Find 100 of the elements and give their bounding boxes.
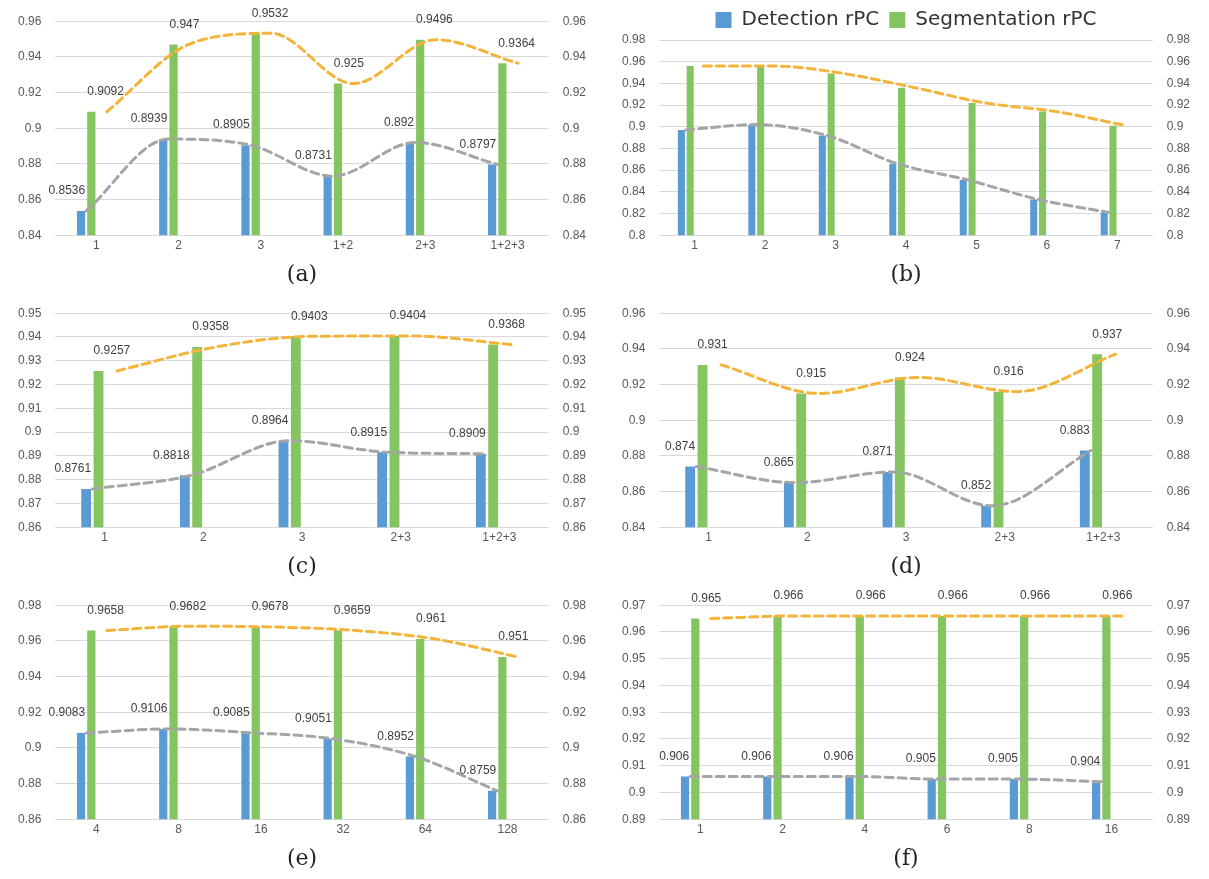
data-label: 0.9364 (498, 35, 536, 50)
y2-tick-label: 0.94 (1166, 341, 1191, 356)
x-tick-label: 16 (254, 821, 268, 836)
y-tick-label: 0.9 (628, 784, 646, 799)
data-label: 0.874 (665, 438, 696, 453)
y2-tick-label: 0.92 (1166, 97, 1191, 112)
data-label: 0.906 (659, 748, 690, 763)
data-label: 0.947 (169, 16, 200, 31)
x-tick-label: 1 (691, 237, 699, 252)
x-axis-title: (f) (893, 844, 919, 870)
data-label: 0.965 (691, 590, 722, 605)
x-tick-label: 8 (1025, 821, 1033, 836)
y-tick-label: 0.94 (18, 49, 42, 64)
legend-label: Segmentation rPC (915, 6, 1097, 31)
data-label: 0.8536 (48, 183, 86, 198)
y-tick-label: 0.89 (622, 811, 646, 826)
y-tick-label: 0.9 (24, 740, 42, 755)
x-tick-label: 6 (1043, 237, 1051, 252)
y-tick-label: 0.92 (622, 97, 646, 112)
y2-tick-label: 0.96 (1166, 54, 1191, 68)
data-label: 0.8759 (459, 763, 497, 778)
y2-tick-label: 0.93 (562, 353, 587, 368)
y2-tick-label: 0.96 (562, 633, 587, 648)
y2-tick-label: 0.88 (562, 156, 587, 171)
y-tick-label: 0.88 (18, 471, 42, 486)
x-tick-label: 2 (779, 821, 787, 836)
y2-tick-label: 0.94 (562, 49, 587, 64)
y-tick-label: 0.96 (18, 633, 42, 648)
x-tick-label: 4 (861, 821, 869, 836)
y2-tick-label: 0.94 (1166, 677, 1191, 692)
x-tick-label: 4 (93, 821, 101, 836)
data-label: 0.924 (894, 349, 926, 364)
x-tick-label: 128 (497, 821, 518, 836)
y-tick-label: 0.9 (24, 424, 42, 439)
y-tick-label: 0.94 (18, 668, 42, 683)
y2-tick-label: 0.9 (1166, 412, 1184, 427)
line-series (719, 352, 1118, 395)
data-label: 0.9257 (93, 343, 131, 358)
y2-tick-label: 0.89 (1166, 811, 1191, 826)
y-tick-label: 0.96 (622, 624, 646, 639)
x-tick-label: 1+2+3 (482, 529, 517, 544)
y2-tick-label: 0.91 (1166, 758, 1191, 773)
data-label: 0.9083 (48, 705, 86, 720)
y2-tick-label: 0.86 (562, 191, 587, 206)
data-label: 0.9678 (251, 599, 289, 614)
y2-tick-label: 0.94 (562, 668, 587, 683)
data-label: 0.905 (987, 751, 1019, 766)
y-tick-label: 0.97 (622, 597, 646, 612)
x-tick-label: 2 (175, 237, 183, 252)
data-label: 0.8905 (212, 117, 250, 132)
x-tick-label: 2 (761, 237, 769, 252)
y2-tick-label: 0.96 (1166, 624, 1191, 639)
x-axis-title: (e) (286, 844, 318, 870)
y-tick-label: 0.98 (18, 597, 42, 612)
y2-tick-label: 0.82 (1166, 205, 1191, 220)
x-axis-title: (a) (286, 260, 318, 286)
y2-tick-label: 0.84 (1166, 519, 1191, 534)
data-label: 0.9358 (192, 319, 230, 334)
y-tick-label: 0.96 (622, 54, 646, 68)
y2-tick-label: 0.9 (1166, 784, 1184, 799)
x-tick-label: 7 (1114, 237, 1122, 252)
y2-tick-label: 0.92 (562, 84, 587, 99)
y-tick-label: 0.95 (18, 305, 42, 320)
data-label: 0.8939 (130, 111, 168, 126)
data-label: 0.9368 (488, 316, 526, 331)
y2-tick-label: 0.94 (562, 329, 587, 344)
data-label: 0.931 (697, 337, 728, 352)
x-tick-label: 64 (418, 821, 433, 836)
y-tick-label: 0.84 (622, 519, 646, 534)
y2-tick-label: 0.9 (562, 740, 580, 755)
y2-tick-label: 0.89 (562, 448, 587, 463)
x-tick-label: 6 (943, 821, 951, 836)
x-tick-label: 2+3 (415, 237, 436, 252)
data-label: 0.906 (741, 748, 772, 763)
y-tick-label: 0.86 (18, 519, 42, 534)
x-axis-title: (c) (287, 552, 317, 578)
data-label: 0.904 (1070, 754, 1101, 769)
x-tick-label: 3 (902, 529, 910, 544)
data-label: 0.906 (823, 748, 854, 763)
data-label: 0.966 (855, 588, 886, 603)
y-tick-label: 0.86 (18, 191, 42, 206)
y-tick-label: 0.92 (18, 704, 42, 719)
x-tick-label: 1+2+3 (490, 237, 525, 252)
y-tick-label: 0.91 (622, 758, 646, 773)
data-label: 0.9051 (295, 711, 333, 726)
x-tick-label: 5 (973, 237, 981, 252)
y-tick-label: 0.92 (622, 376, 646, 391)
y2-tick-label: 0.9 (562, 120, 580, 135)
data-label: 0.966 (937, 588, 969, 603)
data-label: 0.925 (333, 55, 365, 70)
y2-tick-label: 0.93 (1166, 704, 1191, 719)
y-tick-label: 0.93 (18, 353, 42, 368)
data-label: 0.916 (993, 363, 1024, 378)
y2-tick-label: 0.98 (1166, 32, 1191, 47)
line-series (84, 727, 499, 793)
data-label: 0.9659 (333, 602, 371, 617)
line-series (684, 123, 1111, 214)
data-label: 0.937 (1092, 326, 1123, 341)
y2-tick-label: 0.88 (1166, 140, 1191, 155)
y2-tick-label: 0.86 (1166, 162, 1191, 177)
